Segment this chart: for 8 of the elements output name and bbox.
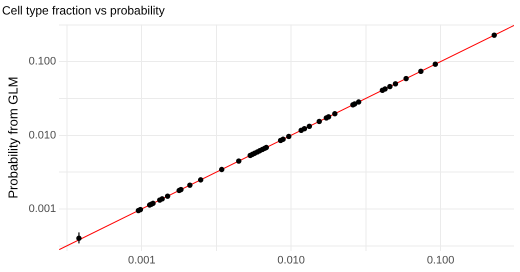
y-tick-label: 0.100 [28,56,56,68]
x-tick-label: 0.001 [128,254,156,266]
chart-title: Cell type fraction vs probability [2,4,165,18]
x-tick-label: 0.100 [426,254,454,266]
x-tick-label: 0.010 [277,254,305,266]
y-tick-label: 0.010 [28,129,56,142]
y-axis-title: Probability from GLM [5,76,20,199]
y-tick-label: 0.001 [28,202,56,215]
